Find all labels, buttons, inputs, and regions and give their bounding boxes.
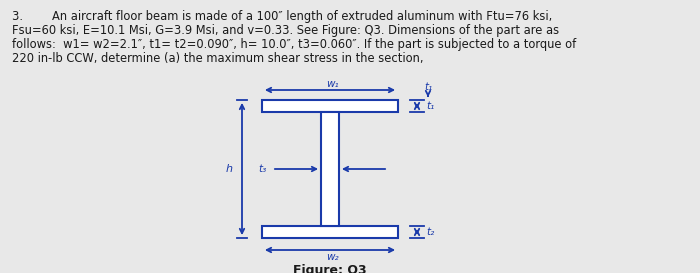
Text: follows:  w1= w2=2.1″, t1= t2=0.090″, h= 10.0″, t3=0.060″. If the part is subjec: follows: w1= w2=2.1″, t1= t2=0.090″, h= … xyxy=(12,38,576,51)
Text: t₃: t₃ xyxy=(259,164,267,174)
Text: h: h xyxy=(226,164,233,174)
Text: t₁: t₁ xyxy=(426,101,434,111)
Text: t₂: t₂ xyxy=(426,227,434,237)
Bar xyxy=(262,226,398,238)
Text: 3.        An aircraft floor beam is made of a 100″ length of extruded aluminum w: 3. An aircraft floor beam is made of a 1… xyxy=(12,10,552,23)
Text: Figure: Q3: Figure: Q3 xyxy=(293,264,367,273)
Text: Fsu=60 ksi, E=10.1 Msi, G=3.9 Msi, and v=0.33. See Figure: Q3. Dimensions of the: Fsu=60 ksi, E=10.1 Msi, G=3.9 Msi, and v… xyxy=(12,24,559,37)
Text: w₁: w₁ xyxy=(326,79,338,89)
Text: t₁: t₁ xyxy=(424,82,432,92)
Text: w₂: w₂ xyxy=(326,252,338,262)
Bar xyxy=(262,100,398,112)
Bar xyxy=(321,112,339,226)
Text: 220 in-lb CCW, determine (a) the maximum shear stress in the section,: 220 in-lb CCW, determine (a) the maximum… xyxy=(12,52,423,65)
